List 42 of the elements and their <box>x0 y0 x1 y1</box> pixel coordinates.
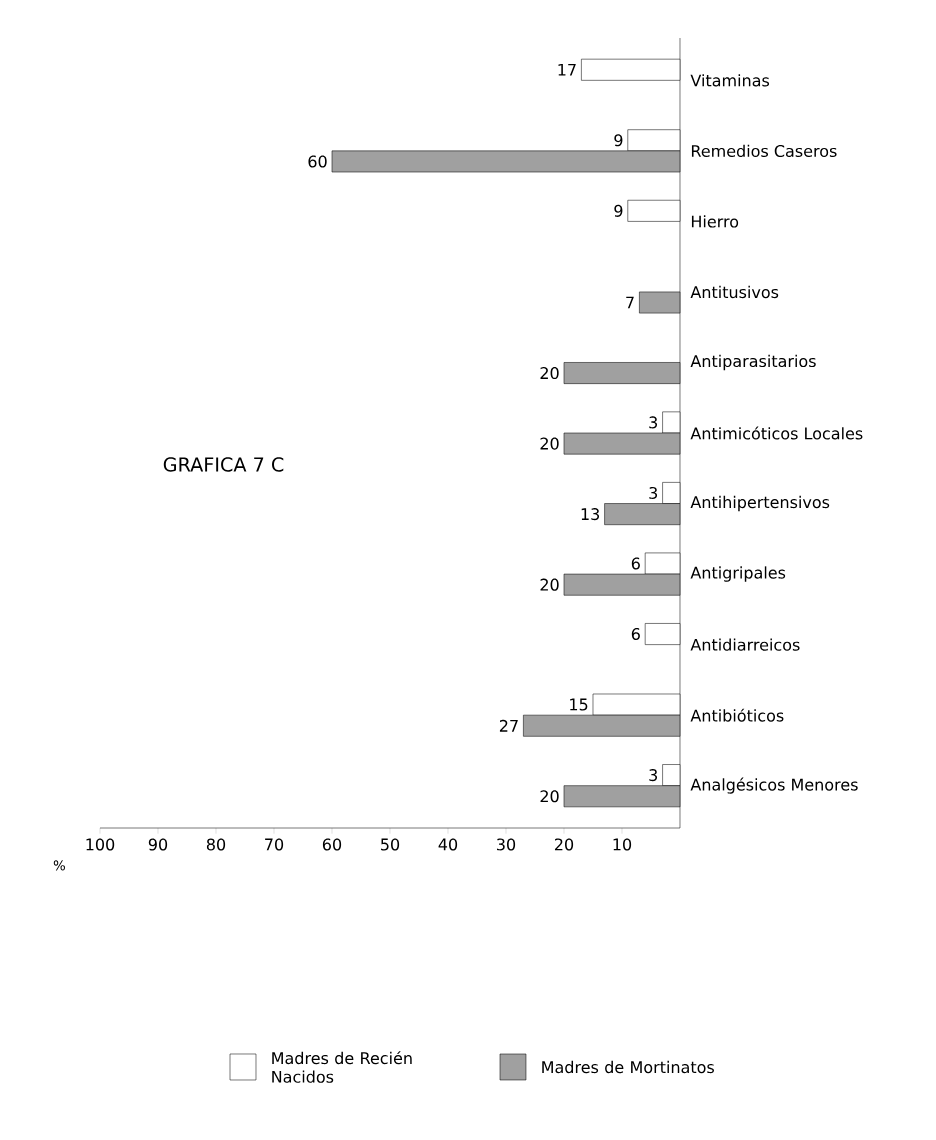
data-label: 15 <box>570 698 588 711</box>
x-tick-label: 20 <box>554 838 574 851</box>
x-tick-label: 30 <box>497 838 516 851</box>
data-label: 17 <box>558 63 576 76</box>
x-tick-label: 50 <box>381 838 400 851</box>
x-tick-label: 100 <box>86 838 115 851</box>
data-label: 60 <box>308 155 327 168</box>
y-tick-label: Antiparasitarios <box>690 354 816 371</box>
text: GRAFICA 7 C <box>163 457 284 472</box>
data-label: 20 <box>540 790 559 803</box>
data-label: 13 <box>581 508 600 521</box>
data-label: 9 <box>614 134 623 147</box>
data-label: 20 <box>540 578 559 591</box>
data-label: 3 <box>649 769 658 782</box>
x-axis-title: % <box>53 860 65 871</box>
y-tick-label: Analgésicos Menores <box>690 777 858 794</box>
data-label: 27 <box>499 719 518 732</box>
data-label: 3 <box>649 486 658 500</box>
y-tick-label: Antitusivos <box>690 285 779 299</box>
y-tick-label: Antihipertensivos <box>690 495 830 512</box>
data-label: 3 <box>649 416 658 429</box>
data-label: 7 <box>626 296 634 309</box>
data-label: 20 <box>540 367 559 380</box>
y-tick-label: Antigripales <box>690 566 786 582</box>
x-tick-label: 10 <box>613 838 632 851</box>
x-tick-label: 80 <box>206 838 226 851</box>
y-tick-label: Antimicóticos Locales <box>690 426 863 440</box>
data-label: 6 <box>631 627 640 641</box>
data-label: 20 <box>540 437 559 450</box>
x-tick-label: 90 <box>148 838 168 851</box>
x-tick-label: 40 <box>438 838 458 851</box>
y-tick-label: Remedios Caseros <box>691 144 837 158</box>
legend-label: Madres de Recién Nacidos <box>272 1051 412 1083</box>
y-tick-label: Antibióticos <box>690 708 784 722</box>
x-tick-label: 70 <box>265 838 284 851</box>
y-tick-label: Antidiarreicos <box>690 638 800 651</box>
data-label: 9 <box>614 204 623 217</box>
data-label: 6 <box>631 557 640 570</box>
legend-label: Madres de Mortinatos <box>542 1060 714 1074</box>
y-tick-label: Hierro <box>691 215 739 228</box>
x-tick-label: 60 <box>322 838 342 851</box>
y-tick-label: Vitaminas <box>690 74 770 87</box>
